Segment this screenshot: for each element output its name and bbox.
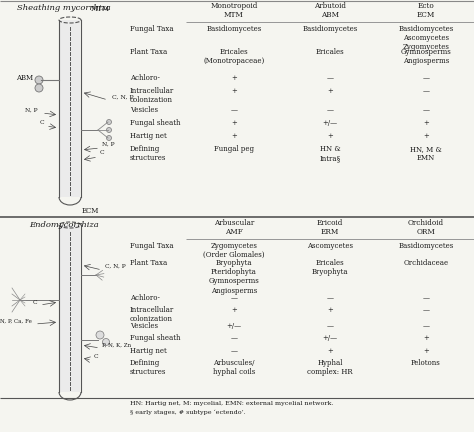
Text: Arbuscular
AMF: Arbuscular AMF xyxy=(214,219,254,236)
Text: —: — xyxy=(230,347,237,355)
Text: Bryophyta
Pteridophyta
Gymnosperms
Angiosperms: Bryophyta Pteridophyta Gymnosperms Angio… xyxy=(209,259,259,295)
Text: ABM: ABM xyxy=(17,74,34,82)
Text: Basidiomycetes
Ascomycetes
Zygomycetes: Basidiomycetes Ascomycetes Zygomycetes xyxy=(398,25,454,51)
Text: C, N, P: C, N, P xyxy=(105,264,126,269)
Text: Endomycorrhiza: Endomycorrhiza xyxy=(29,221,99,229)
Text: HN: Hartig net, M: mycelial, EMN: external mycelial network.: HN: Hartig net, M: mycelial, EMN: extern… xyxy=(130,401,333,406)
Text: —: — xyxy=(422,87,429,95)
Text: —: — xyxy=(422,294,429,302)
Text: —: — xyxy=(327,106,334,114)
Text: C: C xyxy=(32,299,37,305)
Text: HN, M &
EMN: HN, M & EMN xyxy=(410,145,442,162)
Text: C: C xyxy=(39,120,44,124)
Text: +: + xyxy=(327,87,333,95)
Text: +: + xyxy=(231,132,237,140)
Text: +: + xyxy=(423,347,429,355)
Text: Ericoid
ERM: Ericoid ERM xyxy=(317,219,343,236)
Text: N, P, Ca, Fe: N, P, Ca, Fe xyxy=(0,318,32,324)
Text: Ericales
Bryophyta: Ericales Bryophyta xyxy=(312,259,348,276)
Text: Gymnosperms
Angiosperms: Gymnosperms Angiosperms xyxy=(401,48,451,65)
Circle shape xyxy=(107,127,111,133)
Circle shape xyxy=(96,331,104,339)
Circle shape xyxy=(107,120,111,124)
Text: Ascomycetes: Ascomycetes xyxy=(307,242,353,250)
Text: Fungal sheath: Fungal sheath xyxy=(130,334,181,342)
Text: Sheathing mycorrhiza: Sheathing mycorrhiza xyxy=(17,4,111,12)
Text: Hartig net: Hartig net xyxy=(130,347,167,355)
Text: —: — xyxy=(422,306,429,314)
Text: Ecto
ECM: Ecto ECM xyxy=(417,2,435,19)
Circle shape xyxy=(102,339,109,346)
Text: —: — xyxy=(422,322,429,330)
Text: Fungal sheath: Fungal sheath xyxy=(130,119,181,127)
Text: —: — xyxy=(230,106,237,114)
Text: Fungal peg: Fungal peg xyxy=(214,145,254,153)
Text: —: — xyxy=(230,294,237,302)
Text: P, N, K, Zn: P, N, K, Zn xyxy=(102,343,131,347)
Text: Ericales
(Monotropaceae): Ericales (Monotropaceae) xyxy=(203,48,264,65)
Text: C: C xyxy=(100,150,105,156)
FancyBboxPatch shape xyxy=(60,225,81,392)
Text: +/—: +/— xyxy=(322,334,337,342)
Text: Hartig net: Hartig net xyxy=(130,132,167,140)
Text: +: + xyxy=(423,119,429,127)
Text: Orchidaceae: Orchidaceae xyxy=(403,259,448,267)
Text: Vesicles: Vesicles xyxy=(130,106,158,114)
Text: Fungal Taxa: Fungal Taxa xyxy=(130,25,173,33)
Text: —: — xyxy=(422,74,429,82)
Text: Orchidoid
ORM: Orchidoid ORM xyxy=(408,219,444,236)
Text: Vesicles: Vesicles xyxy=(130,322,158,330)
Text: Basidiomycetes: Basidiomycetes xyxy=(302,25,357,33)
Text: N, P: N, P xyxy=(102,142,115,146)
Text: Plant Taxa: Plant Taxa xyxy=(130,48,167,56)
Text: Hyphal
complex: HR: Hyphal complex: HR xyxy=(307,359,353,376)
Text: +: + xyxy=(231,306,237,314)
Text: Pelotons: Pelotons xyxy=(411,359,441,367)
Text: Basidiomycetes: Basidiomycetes xyxy=(206,25,262,33)
Text: +: + xyxy=(423,334,429,342)
FancyBboxPatch shape xyxy=(60,20,81,197)
Text: —: — xyxy=(327,74,334,82)
Text: Defining
structures: Defining structures xyxy=(130,359,166,376)
Text: Plant Taxa: Plant Taxa xyxy=(130,259,167,267)
Text: N, P: N, P xyxy=(26,108,38,112)
Text: —: — xyxy=(230,334,237,342)
Text: +: + xyxy=(231,119,237,127)
Text: C: C xyxy=(94,353,99,359)
Text: Achloro-: Achloro- xyxy=(130,74,160,82)
Text: +: + xyxy=(327,347,333,355)
Text: +: + xyxy=(231,87,237,95)
Text: —: — xyxy=(327,294,334,302)
Text: —: — xyxy=(327,322,334,330)
Text: +/—: +/— xyxy=(227,322,242,330)
Text: MTM: MTM xyxy=(91,5,109,13)
Text: Monotropoid
MTM: Monotropoid MTM xyxy=(210,2,258,19)
Text: Intracellular
colonization: Intracellular colonization xyxy=(130,306,174,323)
Text: Arbutoid
ABM: Arbutoid ABM xyxy=(314,2,346,19)
Text: Basidiomycetes: Basidiomycetes xyxy=(398,242,454,250)
Text: Achloro-: Achloro- xyxy=(130,294,160,302)
Text: Arbuscules/
hyphal coils: Arbuscules/ hyphal coils xyxy=(213,359,255,376)
Text: C, N, P: C, N, P xyxy=(112,95,134,99)
Circle shape xyxy=(107,136,111,140)
Text: +: + xyxy=(327,306,333,314)
Text: +: + xyxy=(327,132,333,140)
Text: Fungal Taxa: Fungal Taxa xyxy=(130,242,173,250)
Text: HN &
Intra§: HN & Intra§ xyxy=(319,145,341,162)
Text: +/—: +/— xyxy=(322,119,337,127)
Text: Defining
structures: Defining structures xyxy=(130,145,166,162)
Text: Intracellular
colonization: Intracellular colonization xyxy=(130,87,174,104)
Text: § early stages, # subtype ‘ectendo’.: § early stages, # subtype ‘ectendo’. xyxy=(130,410,246,416)
Circle shape xyxy=(35,76,43,84)
Text: —: — xyxy=(422,106,429,114)
Circle shape xyxy=(35,84,43,92)
Text: Zygomycetes
(Order Glomales): Zygomycetes (Order Glomales) xyxy=(203,242,265,259)
Text: +: + xyxy=(231,74,237,82)
Text: ECM: ECM xyxy=(82,207,99,215)
Text: +: + xyxy=(423,132,429,140)
Text: Ericales: Ericales xyxy=(316,48,344,56)
